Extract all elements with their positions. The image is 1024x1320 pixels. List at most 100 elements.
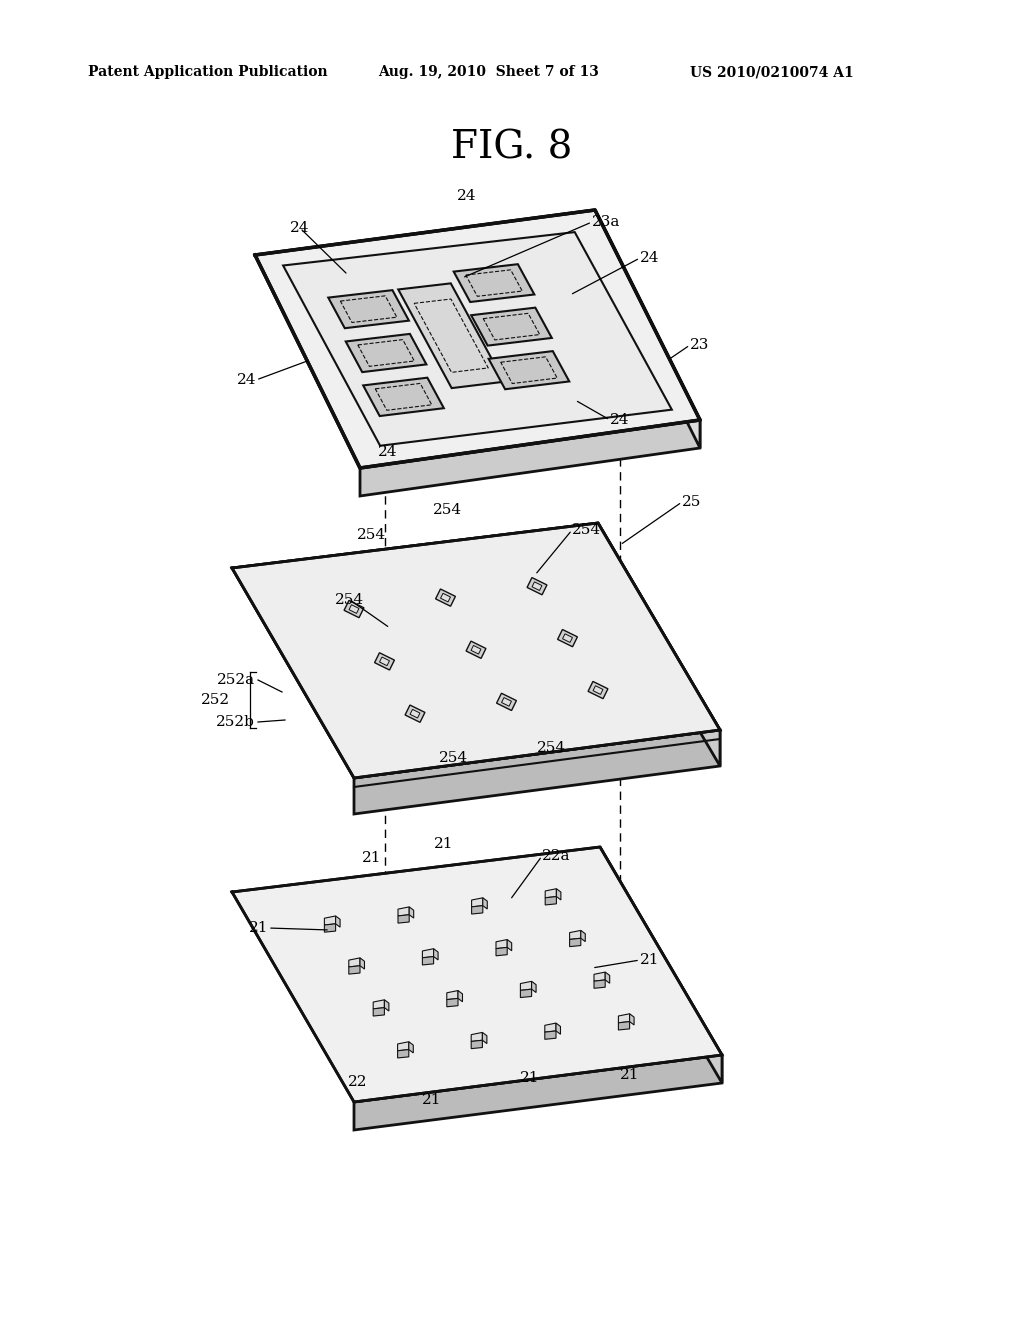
Polygon shape: [446, 998, 458, 1007]
Polygon shape: [496, 940, 507, 949]
Polygon shape: [380, 657, 389, 665]
Polygon shape: [360, 958, 365, 969]
Polygon shape: [594, 972, 605, 981]
Polygon shape: [482, 1032, 486, 1044]
Text: 21: 21: [422, 1093, 441, 1107]
Polygon shape: [410, 709, 420, 718]
Text: 24: 24: [378, 445, 397, 459]
Polygon shape: [232, 847, 722, 1102]
Polygon shape: [502, 697, 511, 706]
Polygon shape: [593, 686, 603, 694]
Polygon shape: [598, 523, 720, 766]
Text: 254: 254: [432, 503, 462, 517]
Polygon shape: [446, 990, 458, 999]
Text: 22: 22: [348, 1074, 368, 1089]
Text: 254: 254: [439, 751, 469, 766]
Polygon shape: [354, 1055, 722, 1130]
Polygon shape: [497, 693, 516, 710]
Polygon shape: [520, 989, 531, 998]
Polygon shape: [349, 966, 360, 974]
Text: 23a: 23a: [592, 215, 621, 228]
Text: 23: 23: [690, 338, 710, 352]
Polygon shape: [344, 601, 364, 618]
Polygon shape: [630, 1014, 634, 1024]
Polygon shape: [346, 334, 426, 372]
Polygon shape: [472, 898, 482, 907]
Text: 252: 252: [201, 693, 230, 708]
Polygon shape: [458, 990, 463, 1002]
Text: 21: 21: [620, 1068, 640, 1082]
Polygon shape: [336, 916, 340, 927]
Polygon shape: [471, 1032, 482, 1041]
Polygon shape: [545, 1031, 556, 1039]
Polygon shape: [423, 957, 433, 965]
Polygon shape: [454, 264, 535, 302]
Polygon shape: [569, 931, 581, 940]
Text: 254: 254: [357, 528, 387, 543]
Polygon shape: [232, 523, 720, 777]
Polygon shape: [373, 999, 384, 1008]
Polygon shape: [435, 589, 456, 606]
Polygon shape: [562, 634, 572, 643]
Polygon shape: [375, 652, 394, 671]
Polygon shape: [354, 730, 720, 814]
Polygon shape: [406, 705, 425, 722]
Polygon shape: [545, 896, 556, 906]
Text: 21: 21: [362, 851, 382, 865]
Polygon shape: [349, 958, 360, 968]
Polygon shape: [471, 645, 481, 655]
Polygon shape: [595, 210, 700, 447]
Polygon shape: [325, 916, 336, 925]
Text: 252a: 252a: [217, 673, 255, 686]
Text: 24: 24: [458, 189, 477, 203]
Polygon shape: [397, 1041, 409, 1051]
Polygon shape: [349, 605, 359, 614]
Text: FIG. 8: FIG. 8: [452, 129, 572, 166]
Polygon shape: [440, 593, 451, 602]
Polygon shape: [605, 972, 609, 983]
Polygon shape: [618, 1014, 630, 1023]
Polygon shape: [398, 284, 504, 388]
Polygon shape: [569, 939, 581, 946]
Polygon shape: [594, 979, 605, 989]
Text: 24: 24: [237, 374, 256, 387]
Polygon shape: [410, 907, 414, 919]
Polygon shape: [527, 578, 547, 595]
Text: 25: 25: [682, 495, 701, 510]
Text: 21: 21: [434, 837, 454, 851]
Polygon shape: [545, 888, 556, 898]
Polygon shape: [364, 378, 443, 416]
Polygon shape: [373, 1007, 384, 1016]
Polygon shape: [384, 999, 389, 1011]
Polygon shape: [556, 1023, 560, 1035]
Polygon shape: [618, 1022, 630, 1030]
Polygon shape: [232, 523, 720, 777]
Polygon shape: [398, 915, 410, 923]
Text: 252b: 252b: [216, 715, 255, 729]
Polygon shape: [471, 1040, 482, 1048]
Polygon shape: [488, 351, 569, 389]
Text: 24: 24: [640, 251, 659, 265]
Polygon shape: [329, 290, 409, 329]
Polygon shape: [472, 906, 482, 913]
Polygon shape: [397, 1049, 409, 1057]
Polygon shape: [398, 907, 410, 916]
Polygon shape: [531, 981, 537, 993]
Polygon shape: [507, 940, 512, 950]
Polygon shape: [482, 898, 487, 909]
Polygon shape: [466, 642, 486, 659]
Text: 254: 254: [336, 593, 365, 607]
Polygon shape: [433, 949, 438, 960]
Polygon shape: [588, 681, 608, 698]
Text: 24: 24: [290, 220, 309, 235]
Polygon shape: [581, 931, 586, 941]
Polygon shape: [360, 420, 700, 496]
Text: Aug. 19, 2010  Sheet 7 of 13: Aug. 19, 2010 Sheet 7 of 13: [378, 65, 599, 79]
Text: 21: 21: [520, 1071, 540, 1085]
Polygon shape: [255, 210, 700, 469]
Text: 21: 21: [249, 921, 268, 935]
Polygon shape: [423, 949, 433, 958]
Polygon shape: [600, 847, 722, 1082]
Polygon shape: [471, 308, 552, 346]
Text: Patent Application Publication: Patent Application Publication: [88, 65, 328, 79]
